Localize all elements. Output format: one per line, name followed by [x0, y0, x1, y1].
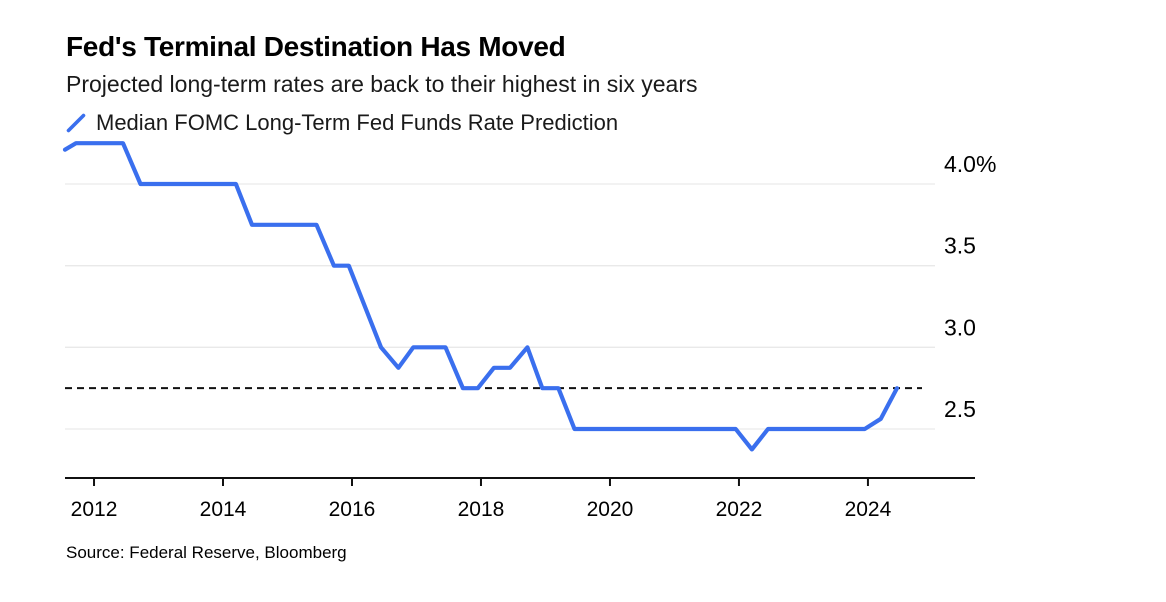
series-line [62, 141, 900, 452]
x-tick-label: 2014 [200, 498, 247, 521]
y-tick-label: 2.5 [944, 396, 976, 422]
y-tick-label: 3.5 [944, 233, 976, 259]
line-series-icon [66, 113, 86, 133]
x-tick-label: 2016 [329, 498, 376, 521]
x-tick-label: 2022 [716, 498, 763, 521]
y-tick-label: 4.0% [944, 151, 996, 177]
y-tick-label: 3.0 [944, 314, 976, 340]
x-tick-label: 2020 [587, 498, 634, 521]
legend-label: Median FOMC Long-Term Fed Funds Rate Pre… [96, 110, 619, 135]
legend: Median FOMC Long-Term Fed Funds Rate Pre… [65, 110, 618, 136]
x-tick-label: 2012 [71, 498, 118, 521]
chart-title: Fed's Terminal Destination Has Moved [66, 31, 566, 62]
x-tick-label: 2018 [458, 498, 505, 521]
chart-subtitle: Projected long-term rates are back to th… [66, 71, 698, 97]
source-note: Source: Federal Reserve, Bloomberg [66, 543, 347, 562]
x-tick-label: 2024 [845, 498, 892, 521]
